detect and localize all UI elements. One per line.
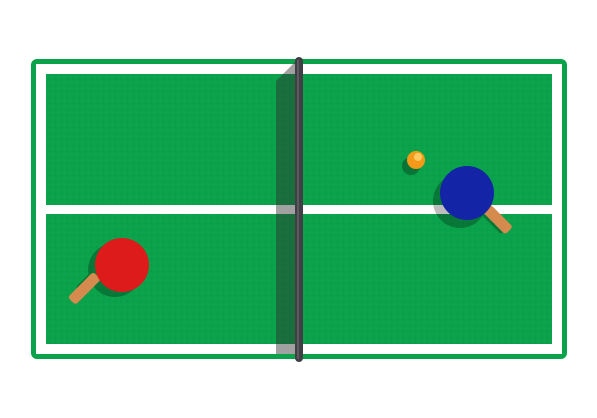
red-paddle-blade [95,238,149,292]
net-highlight [297,60,299,359]
ball-highlight [414,153,422,161]
net-shadow [276,61,296,354]
net [295,57,303,362]
blue-paddle-blade [440,166,494,220]
red-paddle-handle [68,272,100,304]
red-paddle[interactable] [68,238,149,305]
blue-paddle[interactable] [433,166,513,235]
ping-pong-ball[interactable] [402,151,425,175]
